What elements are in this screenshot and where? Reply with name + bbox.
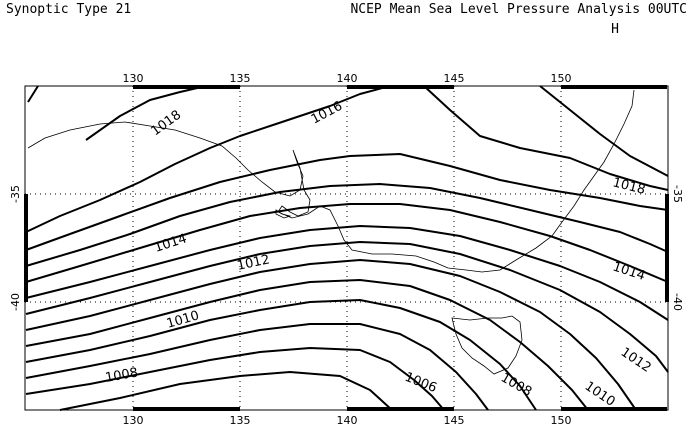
contour-label: 1010 — [582, 379, 618, 410]
isobar-d — [25, 225, 669, 321]
isobars — [25, 85, 669, 411]
lon-tick: 130 — [123, 414, 144, 427]
isobar-b — [25, 183, 669, 267]
isobar-1016-upper — [25, 85, 391, 233]
lon-tick: 130 — [123, 72, 144, 85]
lon-ticks-bottom: 130 135 140 145 150 — [123, 414, 572, 427]
high-pressure-marker: H — [611, 22, 619, 37]
axis-bars — [24, 85, 669, 411]
isobar-a — [25, 153, 669, 251]
contour-label: 1012 — [236, 252, 271, 274]
contour-label: 1018 — [611, 175, 647, 198]
isobar-g — [25, 279, 589, 411]
lon-tick: 135 — [230, 414, 251, 427]
contour-label: 1014 — [611, 260, 647, 284]
isobar-1018-ne — [539, 85, 669, 177]
lat-tick: -35 — [9, 185, 22, 203]
lat-tick: -40 — [9, 293, 22, 311]
lon-tick: 150 — [551, 72, 572, 85]
isobar-h — [25, 299, 537, 411]
map-title-right: NCEP Mean Sea Level Pressure Analysis 00… — [350, 2, 687, 17]
lon-tick: 145 — [444, 414, 465, 427]
isobar-e — [25, 241, 669, 373]
lon-tick: 135 — [230, 72, 251, 85]
isobar-k — [59, 371, 393, 411]
contour-label: 1018 — [149, 108, 185, 140]
isobar-1018-nw — [85, 85, 207, 141]
isobar-j — [25, 347, 445, 411]
lat-tick: -40 — [671, 293, 684, 311]
lat-ticks: -35 -40 -35 -40 — [9, 185, 684, 311]
lat-tick: -35 — [671, 185, 684, 203]
lon-tick: 150 — [551, 414, 572, 427]
coastline — [27, 89, 635, 375]
isobar-f — [25, 259, 637, 411]
lon-tick: 145 — [444, 72, 465, 85]
contour-label: 1014 — [153, 231, 189, 255]
contour-label: 1006 — [403, 370, 439, 396]
contour-label: 1008 — [498, 370, 534, 400]
contour-label: 1016 — [309, 99, 345, 128]
contour-label: 1008 — [104, 365, 139, 386]
lon-tick: 140 — [337, 72, 358, 85]
isobar-1016-north — [27, 85, 39, 103]
map-title-left: Synoptic Type 21 — [6, 2, 132, 17]
lon-ticks-top: 130 135 140 145 150 — [123, 72, 572, 85]
isobar-1016-east — [423, 85, 669, 191]
lon-tick: 140 — [337, 414, 358, 427]
isobar-i — [25, 323, 489, 411]
graticule — [25, 86, 668, 410]
isobar-c — [25, 203, 669, 283]
